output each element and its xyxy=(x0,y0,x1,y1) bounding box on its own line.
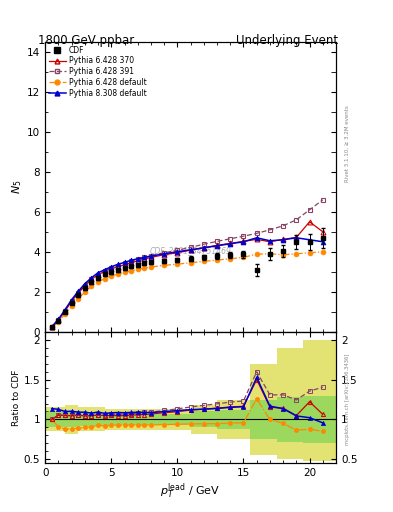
Bar xyxy=(65,405,78,434)
Text: 1800 GeV ppbar: 1800 GeV ppbar xyxy=(39,34,134,47)
Text: Rivet 3.1.10, ≥ 3.2M events: Rivet 3.1.10, ≥ 3.2M events xyxy=(345,105,350,182)
Bar xyxy=(105,409,144,430)
Text: Underlying Event: Underlying Event xyxy=(236,34,338,47)
Bar xyxy=(303,339,336,461)
Legend: CDF, Pythia 6.428 370, Pythia 6.428 391, Pythia 6.428 default, Pythia 8.308 defa: CDF, Pythia 6.428 370, Pythia 6.428 391,… xyxy=(48,44,148,99)
Bar xyxy=(78,413,105,426)
Bar xyxy=(144,409,191,430)
Bar xyxy=(217,410,250,429)
Bar xyxy=(277,348,303,459)
Bar xyxy=(78,408,105,432)
Text: CDF_2001_S4751469: CDF_2001_S4751469 xyxy=(150,246,231,255)
Bar xyxy=(191,405,217,434)
Bar xyxy=(105,414,144,425)
Bar xyxy=(45,412,65,428)
Y-axis label: $N_5$: $N_5$ xyxy=(11,180,24,194)
Text: mcplots.cern.ch [arXiv:1306.3436]: mcplots.cern.ch [arXiv:1306.3436] xyxy=(345,354,350,445)
Bar xyxy=(45,408,65,432)
Bar xyxy=(144,414,191,425)
Bar xyxy=(303,396,336,443)
Bar xyxy=(191,412,217,428)
Bar xyxy=(250,399,277,439)
Bar xyxy=(250,364,277,455)
Y-axis label: Ratio to CDF: Ratio to CDF xyxy=(12,369,21,425)
Bar xyxy=(277,397,303,442)
X-axis label: $p_T^{\rm lead}$ / GeV: $p_T^{\rm lead}$ / GeV xyxy=(160,481,221,501)
Bar xyxy=(217,399,250,439)
Bar xyxy=(65,412,78,428)
